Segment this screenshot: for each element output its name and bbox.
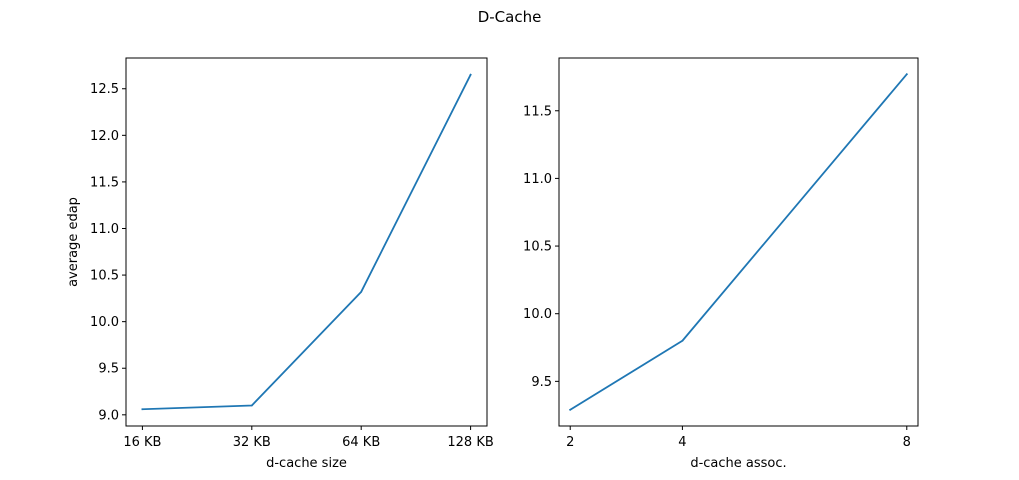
x-tick-label-size: 32 KB [233,435,271,450]
x-tick-label-size: 16 KB [123,435,161,450]
x-axis-label-size: d-cache size [266,456,347,471]
y-tick-label-assoc: 11.0 [523,172,552,187]
data-point-size [250,404,253,407]
y-tick-label-size: 11.0 [90,222,119,237]
y-tick-label-size: 12.0 [90,129,119,144]
data-point-size [141,408,144,411]
x-tick-label-assoc: 4 [678,435,686,450]
x-tick-label-assoc: 8 [903,435,911,450]
y-tick-label-assoc: 9.5 [531,375,552,390]
chart-panel-assoc: 2 4 8 9.5 10.0 10.5 11.0 11.5 d-cache assoc. [523,57,919,471]
plot-area-assoc [568,72,909,411]
chart-panel-size: 16 KB 32 KB 64 KB 128 KB 9.0 9.5 10.0 10.5 11.0… [66,57,494,471]
y-axis-size: 9.0 9.5 10.0 10.5 11.0 11.5 12.0 12.5 [90,82,126,423]
data-point-size [469,73,472,76]
y-tick-label-assoc: 11.5 [523,104,552,119]
x-axis-label-assoc: d-cache assoc. [690,456,786,471]
x-tick-label-assoc: 2 [566,435,574,450]
y-tick-label-size: 9.5 [98,362,119,377]
figure-title: D-Cache [478,8,542,26]
data-point-assoc [681,339,684,342]
data-point-assoc [569,408,572,411]
y-tick-label-size: 9.0 [98,408,119,423]
y-tick-label-size: 11.5 [90,175,119,190]
plot-area-size [141,73,472,411]
x-axis-assoc: 2 4 8 [566,426,911,450]
y-axis-assoc: 9.5 10.0 10.5 11.0 11.5 [523,104,559,390]
y-axis-label: average edap [66,197,81,287]
data-point-size [360,290,363,293]
y-tick-label-assoc: 10.0 [523,307,552,322]
y-tick-label-assoc: 10.5 [523,240,552,255]
x-axis-size: 16 KB 32 KB 64 KB 128 KB [123,426,494,450]
axes-frame-size [125,57,488,427]
series-line-size [141,73,472,411]
x-tick-label-size: 128 KB [447,435,493,450]
y-tick-label-size: 12.5 [90,82,119,97]
y-tick-label-size: 10.5 [90,269,119,284]
axes-frame-assoc [558,57,919,427]
data-point-assoc [905,73,908,76]
x-tick-label-size: 64 KB [342,435,380,450]
y-tick-label-size: 10.0 [90,315,119,330]
